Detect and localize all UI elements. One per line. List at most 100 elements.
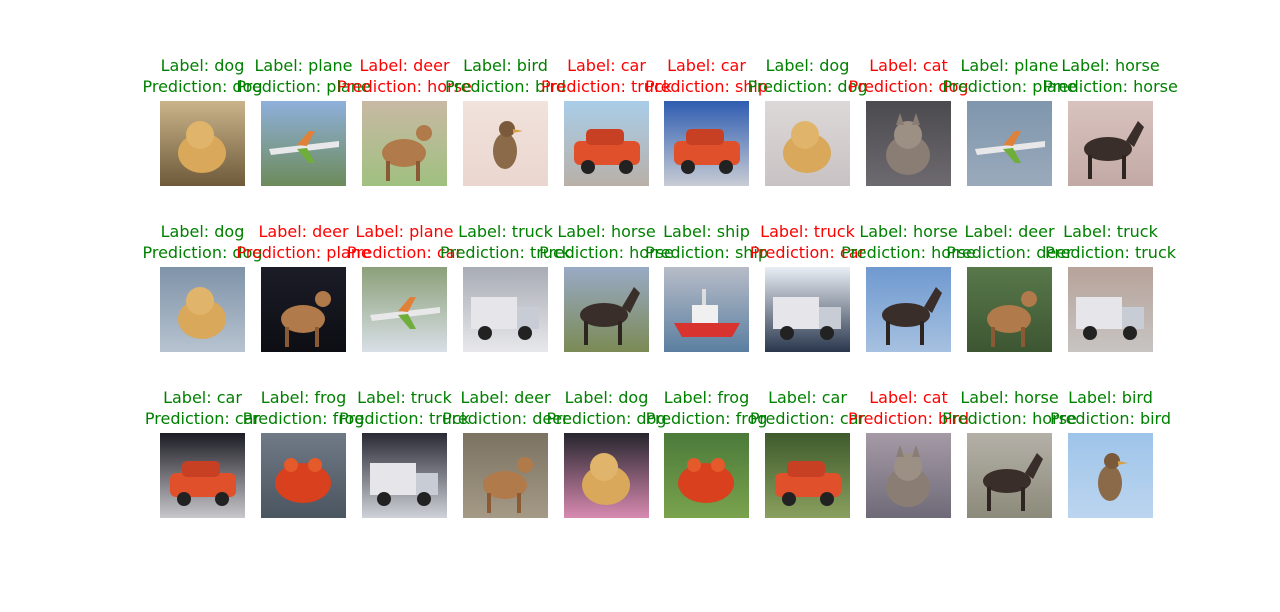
label-text: Label: plane: [355, 222, 454, 241]
prediction-text: Prediction: frog: [645, 409, 768, 428]
sample-cell: Label: cat Prediction: bird: [848, 388, 969, 518]
label-text: Label: frog: [663, 388, 750, 407]
label-text: Label: deer: [460, 388, 551, 407]
prediction-text: Prediction: bird: [1049, 409, 1172, 428]
sample-image: [866, 433, 951, 518]
sample-image: [1068, 101, 1153, 186]
label-text: Label: truck: [1063, 222, 1158, 241]
prediction-text: Prediction: dog: [546, 409, 667, 428]
sample-image: [564, 101, 649, 186]
sample-cell: Label: horse Prediction: horse: [841, 222, 976, 352]
sample-cell: Label: dog Prediction: dog: [142, 56, 263, 186]
prediction-text: Prediction: bird: [444, 77, 567, 96]
sample-cell: Label: car Prediction: ship: [645, 56, 768, 186]
sample-image: [463, 101, 548, 186]
label-text: Label: plane: [960, 56, 1059, 75]
prediction-text: Prediction: truck: [1044, 243, 1177, 262]
sample-image: [1068, 267, 1153, 352]
label-text: Label: frog: [260, 388, 347, 407]
sample-cell: Label: cat Prediction: dog: [848, 56, 969, 186]
sample-cell: Label: car Prediction: car: [750, 388, 865, 518]
sample-cell: Label: frog Prediction: frog: [646, 388, 767, 518]
sample-image: [463, 433, 548, 518]
prediction-text: Prediction: plane: [236, 243, 371, 262]
sample-image: [564, 267, 649, 352]
sample-cell: Label: plane Prediction: plane: [942, 56, 1077, 186]
prediction-text: Prediction: horse: [337, 77, 472, 96]
sample-cell: Label: truck Prediction: car: [750, 222, 865, 352]
prediction-text: Prediction: horse: [942, 409, 1077, 428]
sample-image: [866, 101, 951, 186]
prediction-text: Prediction: frog: [242, 409, 365, 428]
prediction-text: Prediction: plane: [236, 77, 371, 96]
sample-image: [967, 267, 1052, 352]
label-text: Label: truck: [357, 388, 452, 407]
sample-image: [261, 267, 346, 352]
label-text: Label: horse: [960, 388, 1059, 407]
sample-cell: Label: horse Prediction: horse: [942, 388, 1077, 518]
sample-cell: Label: dog Prediction: dog: [747, 56, 868, 186]
label-text: Label: car: [163, 388, 242, 407]
sample-image: [765, 267, 850, 352]
label-text: Label: bird: [463, 56, 548, 75]
prediction-text: Prediction: bird: [847, 409, 970, 428]
sample-image: [564, 433, 649, 518]
sample-image: [160, 101, 245, 186]
prediction-text: Prediction: horse: [1043, 77, 1178, 96]
sample-cell: Label: deer Prediction: deer: [946, 222, 1073, 352]
prediction-text: Prediction: truck: [540, 77, 673, 96]
sample-cell: Label: car Prediction: car: [145, 388, 260, 518]
label-text: Label: car: [667, 56, 746, 75]
sample-image: [261, 101, 346, 186]
sample-cell: Label: frog Prediction: frog: [243, 388, 364, 518]
sample-image: [967, 101, 1052, 186]
sample-cell: Label: bird Prediction: bird: [445, 56, 566, 186]
sample-image: [664, 433, 749, 518]
sample-image: [160, 267, 245, 352]
prediction-text: Prediction: plane: [942, 77, 1077, 96]
label-text: Label: cat: [869, 56, 948, 75]
label-text: Label: dog: [564, 388, 649, 407]
label-text: Label: plane: [254, 56, 353, 75]
sample-image: [463, 267, 548, 352]
sample-image: [261, 433, 346, 518]
sample-cell: Label: ship Prediction: ship: [645, 222, 768, 352]
sample-image: [866, 267, 951, 352]
label-text: Label: deer: [359, 56, 450, 75]
sample-image: [967, 433, 1052, 518]
sample-image: [362, 267, 447, 352]
sample-cell: Label: bird Prediction: bird: [1050, 388, 1171, 518]
label-text: Label: horse: [859, 222, 958, 241]
sample-cell: Label: truck Prediction: truck: [440, 222, 571, 352]
sample-cell: Label: deer Prediction: horse: [337, 56, 472, 186]
prediction-text: Prediction: truck: [338, 409, 471, 428]
label-text: Label: deer: [258, 222, 349, 241]
prediction-text: Prediction: deer: [946, 243, 1073, 262]
sample-cell: Label: horse Prediction: horse: [1043, 56, 1178, 186]
prediction-text: Prediction: ship: [644, 243, 769, 262]
label-text: Label: deer: [964, 222, 1055, 241]
prediction-text: Prediction: dog: [848, 77, 969, 96]
sample-image: [664, 267, 749, 352]
prediction-text: Prediction: ship: [644, 77, 769, 96]
sample-cell: Label: plane Prediction: plane: [236, 56, 371, 186]
sample-image: [160, 433, 245, 518]
sample-image: [362, 433, 447, 518]
prediction-text: Prediction: car: [144, 409, 261, 428]
label-text: Label: horse: [557, 222, 656, 241]
sample-cell: Label: horse Prediction: horse: [539, 222, 674, 352]
prediction-text: Prediction: dog: [142, 77, 263, 96]
sample-cell: Label: car Prediction: truck: [541, 56, 672, 186]
sample-cell: Label: truck Prediction: truck: [1045, 222, 1176, 352]
sample-cell: Label: plane Prediction: car: [347, 222, 462, 352]
prediction-text: Prediction: car: [346, 243, 463, 262]
sample-image: [765, 433, 850, 518]
label-text: Label: ship: [663, 222, 750, 241]
sample-image: [664, 101, 749, 186]
sample-cell: Label: dog Prediction: dog: [142, 222, 263, 352]
sample-image: [765, 101, 850, 186]
prediction-text: Prediction: car: [749, 243, 866, 262]
sample-cell: Label: truck Prediction: truck: [339, 388, 470, 518]
prediction-text: Prediction: car: [749, 409, 866, 428]
label-text: Label: car: [567, 56, 646, 75]
